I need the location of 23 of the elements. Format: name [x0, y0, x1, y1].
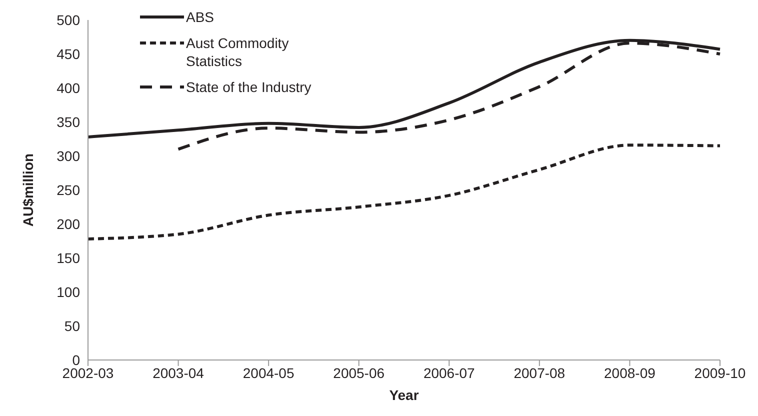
y-tick-label: 150 — [56, 250, 80, 266]
x-tick-label: 2006-07 — [423, 364, 476, 381]
x-tick-label: 2003-04 — [152, 364, 204, 381]
y-tick-label: 400 — [56, 80, 80, 96]
legend-label: State of the Industry — [186, 78, 312, 96]
x-tick-label: 2007-08 — [514, 364, 566, 381]
y-tick-label: 500 — [56, 12, 80, 28]
line-series — [86, 144, 722, 240]
legend-label: ABS — [186, 8, 216, 26]
x-tick-label: 2009-10 — [694, 364, 746, 381]
legend-label: Aust Commodity Statistics — [186, 34, 290, 70]
y-tick-label: 450 — [56, 46, 80, 62]
y-tick-label: 200 — [56, 216, 80, 232]
y-tick-label: 100 — [56, 284, 80, 300]
y-tick-label: 50 — [64, 318, 80, 334]
x-tick-label: 2005-06 — [333, 364, 385, 381]
y-axis-title: AU$million — [20, 153, 36, 227]
y-tick-label: 300 — [56, 148, 80, 164]
y-tick-label: 350 — [56, 114, 80, 130]
x-tick-label: 2008-09 — [604, 364, 656, 381]
y-tick-label: 250 — [56, 182, 80, 198]
x-axis-title: Year — [389, 387, 420, 403]
x-tick-label: 2004-05 — [242, 364, 294, 381]
